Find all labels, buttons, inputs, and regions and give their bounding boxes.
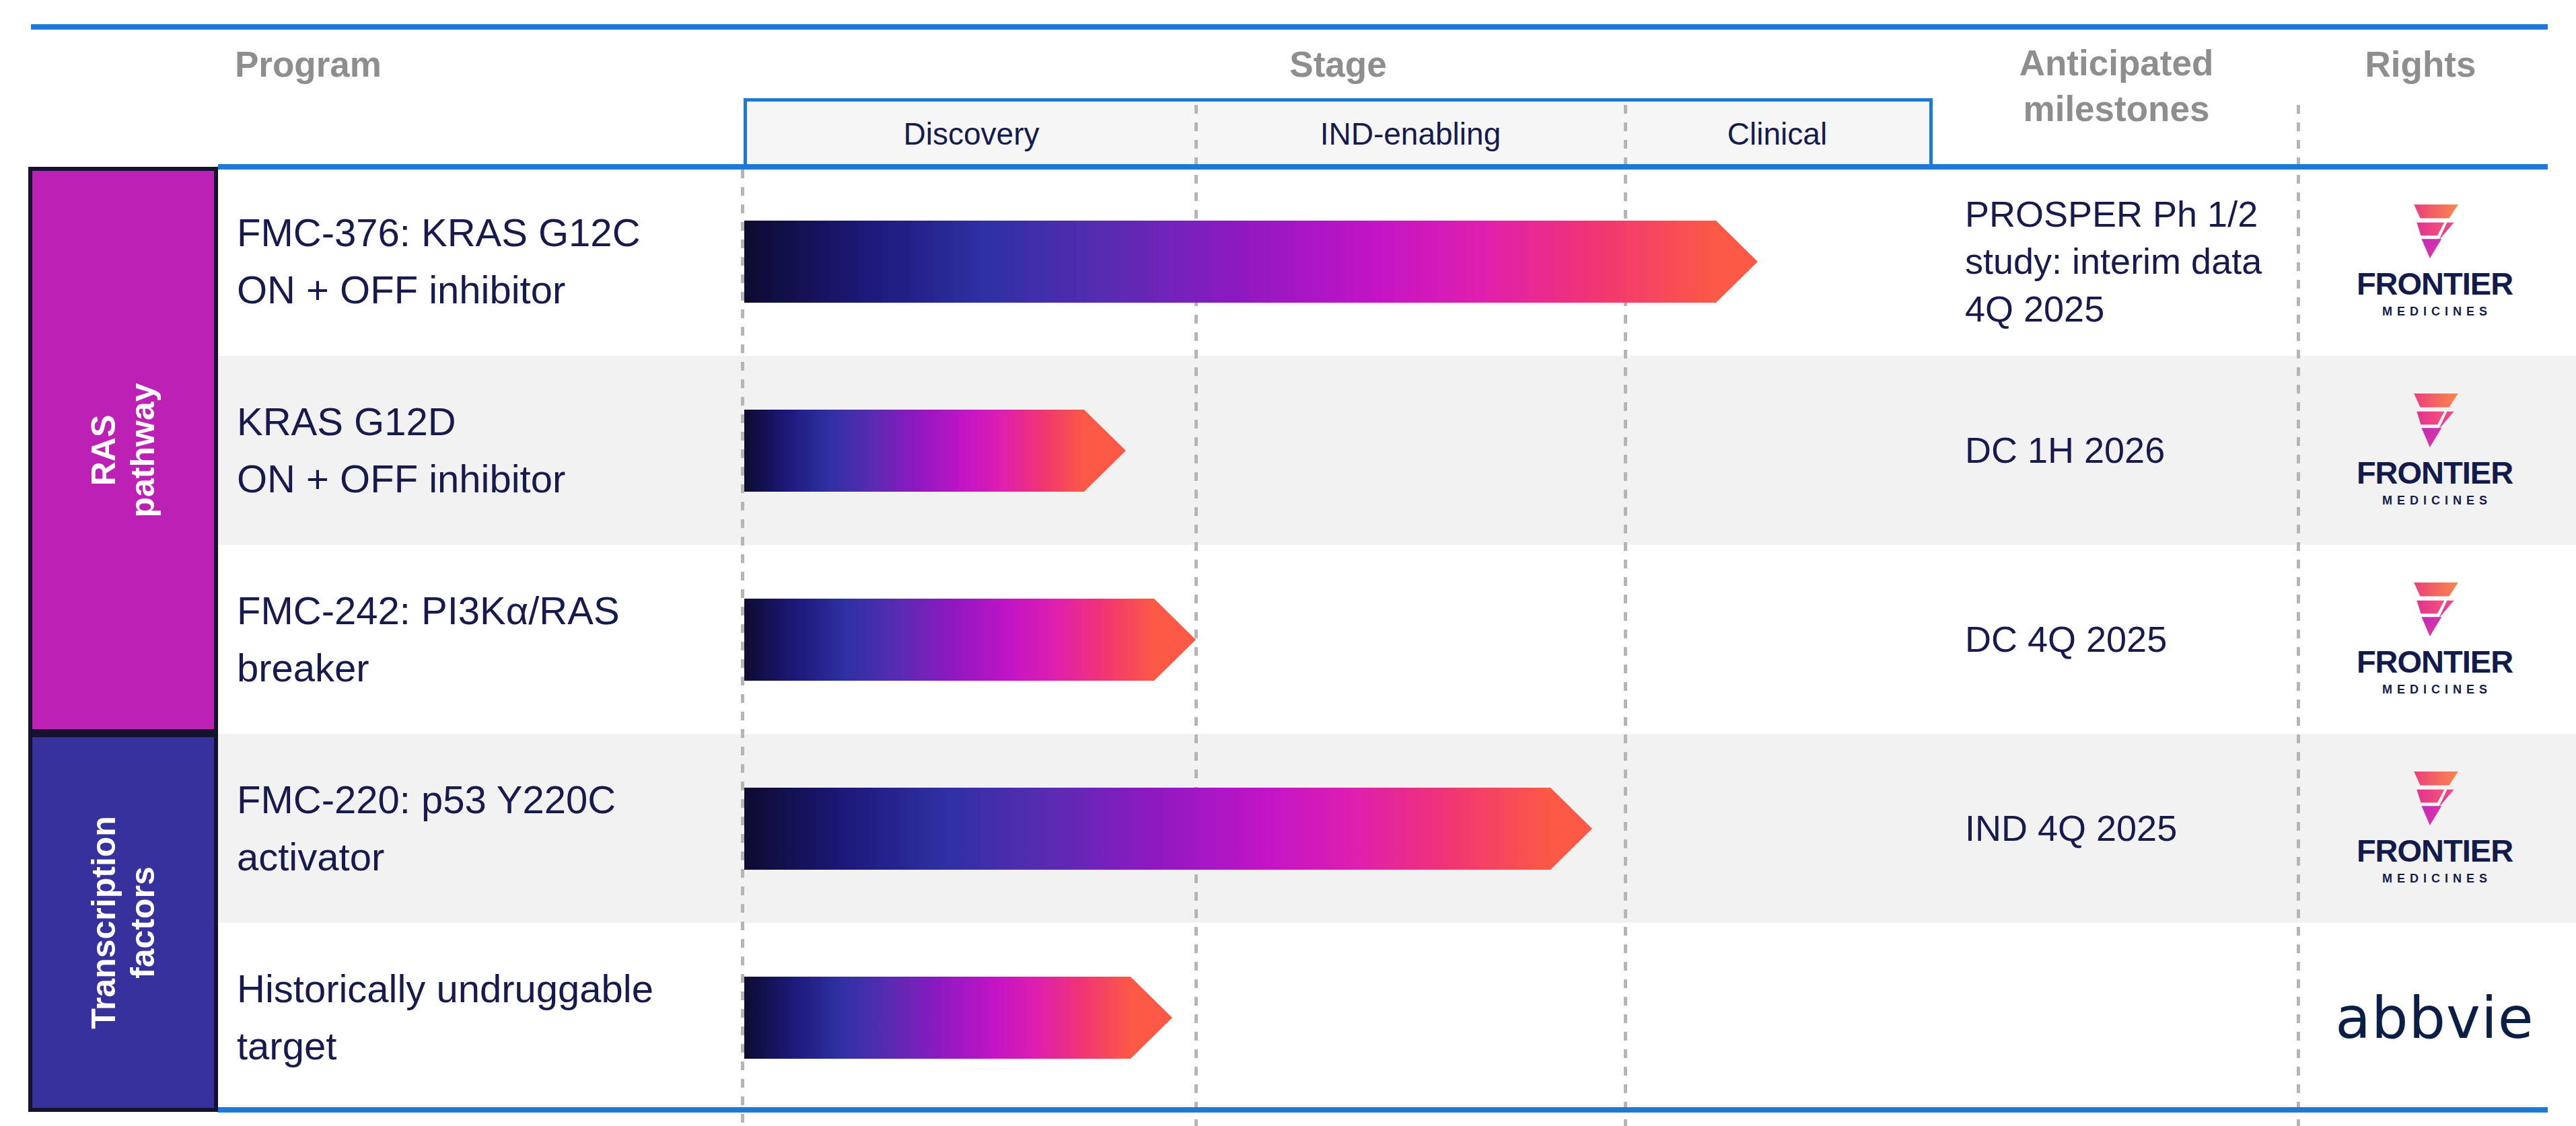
table-row: FMC-376: KRAS G12C ON + OFF inhibitor PR… [0, 167, 2576, 356]
frontier-f-mark-icon [2411, 204, 2458, 260]
rights-logo-cell: FRONTIER MEDICINES [2300, 734, 2569, 923]
stage-column-discovery: Discovery [747, 102, 1196, 166]
milestone-text: DC 4Q 2025 [1965, 545, 2288, 734]
pipeline-slide: Discovery IND-enabling Clinical Program … [0, 0, 2576, 1126]
stage-progress-arrow [744, 788, 1550, 870]
milestone-text: PROSPER Ph 1/2 study: interim data 4Q 20… [1965, 167, 2288, 356]
frontier-medicines-sub: MEDICINES [2377, 872, 2492, 886]
program-name: KRAS G12D ON + OFF inhibitor [237, 356, 735, 545]
program-name: Historically undruggable target [237, 923, 735, 1112]
frontier-medicines-logo: FRONTIER MEDICINES [2357, 772, 2513, 886]
frontier-medicines-sub: MEDICINES [2377, 683, 2492, 697]
category-band-ras-pathway: RAS pathway [28, 167, 218, 733]
stage-progress-arrow [744, 221, 1716, 303]
frontier-medicines-sub: MEDICINES [2377, 305, 2492, 319]
frontier-wordmark: FRONTIER [2357, 832, 2513, 869]
stage-progress-arrow [744, 410, 1084, 492]
table-row: FMC-220: p53 Y220C activator IND 4Q 2025… [0, 734, 2576, 923]
frontier-wordmark: FRONTIER [2357, 454, 2513, 491]
frontier-medicines-logo: FRONTIER MEDICINES [2357, 204, 2513, 319]
column-header-stage: Stage [744, 43, 1933, 86]
rights-logo-cell: FRONTIER MEDICINES [2300, 356, 2569, 545]
column-header-rights: Rights [2316, 43, 2525, 86]
table-row: KRAS G12D ON + OFF inhibitor DC 1H 2026 … [0, 356, 2576, 545]
rights-logo-cell: FRONTIER MEDICINES [2300, 167, 2569, 356]
frontier-wordmark: FRONTIER [2357, 265, 2513, 302]
stage-header-box: Discovery IND-enabling Clinical [744, 98, 1933, 170]
rights-logo-cell: abbvie [2300, 923, 2569, 1112]
table-row: FMC-242: PI3Kα/RAS breaker DC 4Q 2025 FR… [0, 545, 2576, 734]
milestone-text: DC 1H 2026 [1965, 356, 2288, 545]
rights-logo-cell: FRONTIER MEDICINES [2300, 545, 2569, 734]
table-row: Historically undruggable target abbvie [0, 923, 2576, 1112]
stage-column-clinical: Clinical [1625, 102, 1929, 166]
stage-column-ind-enabling: IND-enabling [1196, 102, 1625, 166]
program-name: FMC-376: KRAS G12C ON + OFF inhibitor [237, 167, 735, 356]
stage-progress-arrow [744, 977, 1131, 1059]
milestone-text: IND 4Q 2025 [1965, 734, 2288, 923]
stage-progress-arrow [744, 599, 1154, 681]
program-name: FMC-220: p53 Y220C activator [237, 734, 735, 923]
frontier-f-mark-icon [2411, 772, 2458, 827]
category-band-transcription-factors: Transcription factors [28, 733, 218, 1112]
category-band-label: RAS pathway [85, 359, 162, 541]
frontier-f-mark-icon [2411, 393, 2458, 449]
column-header-program: Program [235, 43, 382, 86]
frontier-medicines-logo: FRONTIER MEDICINES [2357, 583, 2513, 697]
program-name: FMC-242: PI3Kα/RAS breaker [237, 545, 735, 734]
category-band-label: Transcription factors [85, 816, 162, 1029]
frontier-medicines-logo: FRONTIER MEDICINES [2357, 393, 2513, 508]
frontier-f-mark-icon [2411, 583, 2458, 638]
frontier-wordmark: FRONTIER [2357, 643, 2513, 680]
abbvie-logo: abbvie [2335, 984, 2534, 1051]
top-rule [31, 24, 2548, 30]
column-header-anticipated-milestones: Anticipated milestones [1945, 40, 2288, 132]
frontier-medicines-sub: MEDICINES [2377, 494, 2492, 508]
